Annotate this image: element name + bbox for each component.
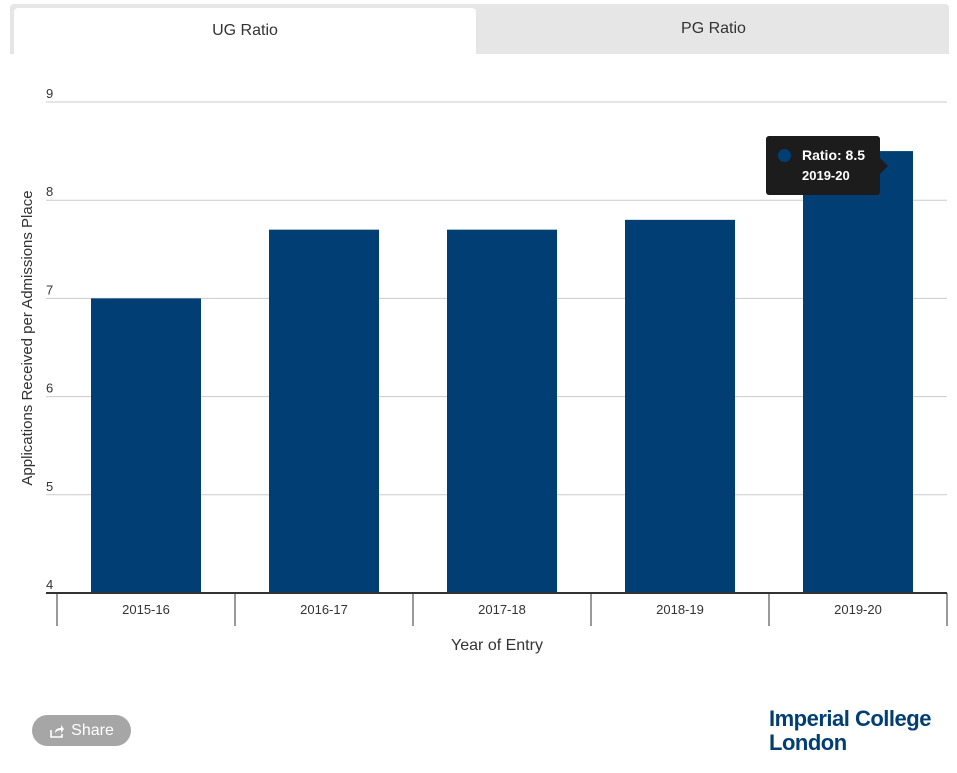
tooltip: Ratio: 8.5 2019-20 (766, 136, 888, 195)
tab-pg-ratio[interactable]: PG Ratio (681, 20, 746, 37)
tooltip-arrow (880, 158, 888, 174)
y-tick-label: 8 (46, 184, 53, 199)
x-axis: 2015-16 2016-17 2017-18 2018-19 2019-20 (46, 592, 948, 626)
y-tick-label: 5 (46, 479, 53, 494)
y-tick-label: 4 (46, 577, 53, 592)
tab-ug-ratio[interactable]: UG Ratio (14, 8, 476, 54)
share-label: Share (71, 721, 114, 739)
bar[interactable] (625, 219, 735, 593)
y-tick-label: 9 (46, 86, 53, 101)
imperial-college-logo: Imperial College London (769, 707, 931, 755)
bar[interactable] (269, 229, 379, 593)
x-tick-label: 2016-17 (300, 602, 348, 617)
y-tick-label: 7 (46, 282, 53, 297)
x-tick-label: 2018-19 (656, 602, 704, 617)
x-tick-label: 2017-18 (478, 602, 526, 617)
bar[interactable] (91, 298, 201, 593)
share-icon (50, 724, 65, 738)
series-dot-icon (778, 149, 791, 162)
bar-chart: 4 5 6 7 8 9 2015-16 2016-17 2017-18 2018-19 2019-… (19, 86, 948, 654)
x-axis-label: Year of Entry (451, 637, 543, 654)
logo-line-2: London (769, 730, 847, 755)
tooltip-category: 2019-20 (802, 168, 850, 183)
bars (91, 151, 913, 593)
x-tick-label: 2019-20 (834, 602, 882, 617)
chart-tabs: UG Ratio PG Ratio (10, 4, 949, 54)
logo-line-1: Imperial College (769, 706, 931, 731)
bar[interactable] (447, 229, 557, 593)
y-tick-label: 6 (46, 381, 53, 396)
y-axis-ticks: 4 5 6 7 8 9 (46, 86, 53, 592)
x-tick-label: 2015-16 (122, 602, 170, 617)
tooltip-value: Ratio: 8.5 (802, 147, 866, 163)
bar[interactable] (803, 151, 913, 593)
y-axis-label: Applications Received per Admissions Pla… (19, 190, 36, 485)
share-button[interactable]: Share (32, 715, 131, 746)
